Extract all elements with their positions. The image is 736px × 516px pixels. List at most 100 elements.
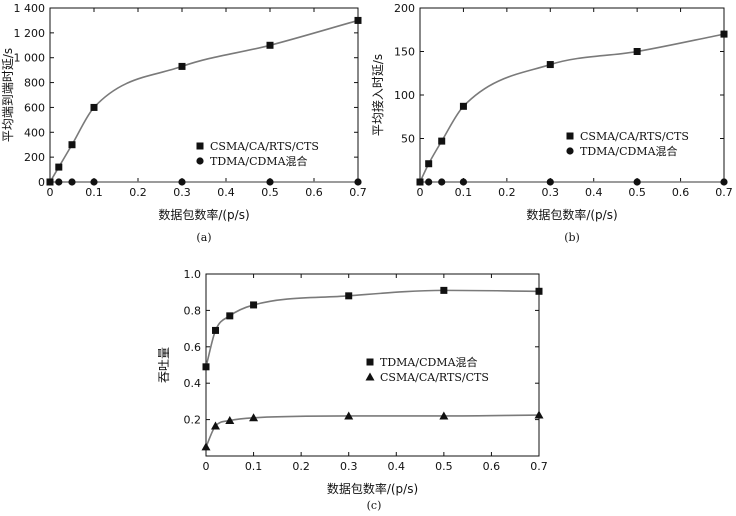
data-point (90, 103, 98, 111)
y-tick-label: 0.4 (184, 377, 202, 390)
y-axis-label: 平均端到端时延/s (1, 48, 15, 142)
data-point (266, 41, 274, 49)
x-tick-label: 0.6 (483, 460, 501, 473)
y-tick-label: 1.0 (184, 268, 202, 281)
legend-marker (366, 358, 374, 366)
data-point (202, 363, 210, 371)
y-tick-label: 600 (24, 101, 45, 114)
x-tick-label: 0.2 (292, 460, 310, 473)
data-point (266, 178, 274, 186)
y-tick-label: 1 400 (14, 2, 46, 15)
plot-frame (419, 7, 725, 183)
data-point (211, 421, 221, 430)
x-tick-label: 0.2 (498, 186, 516, 199)
data-point (90, 178, 98, 186)
data-point (225, 416, 235, 425)
legend-marker (196, 142, 204, 150)
x-tick-label: 0.7 (715, 186, 733, 199)
y-axis-label: 平均接入时延/s (370, 54, 385, 136)
data-point (535, 287, 543, 295)
y-tick-label: 1 200 (14, 27, 46, 40)
data-point (425, 178, 433, 186)
data-point (633, 48, 641, 55)
data-point (212, 326, 220, 334)
legend-label: TDMA/CDMA混合 (580, 144, 678, 158)
data-point (720, 178, 728, 186)
x-axis-label: 数据包数率/(p/s) (158, 207, 249, 222)
y-tick-label: 200 (24, 151, 45, 164)
y-tick-label: 200 (394, 2, 415, 15)
data-point (459, 178, 468, 186)
data-point (178, 178, 186, 186)
x-tick-label: 0.3 (173, 186, 191, 199)
y-tick-label: 0.2 (184, 414, 202, 427)
x-tick-label: 0.2 (129, 186, 147, 199)
x-tick-label: 0.4 (217, 186, 235, 199)
data-point (440, 286, 448, 294)
x-tick-label: 0.4 (388, 460, 406, 473)
legend-marker (566, 132, 574, 140)
panel-label: (c) (367, 499, 382, 512)
chart-panel-b: 0 0.1 0.2 0.3 0.4 0.5 0.6 0.7 50 100 150 200 数据包数率/(… (370, 2, 733, 244)
data-point (55, 163, 63, 171)
x-tick-label: 0.5 (628, 186, 646, 199)
y-tick-label: 0.6 (184, 341, 202, 354)
x-tick-label: 0.5 (261, 186, 279, 199)
legend-label: CSMA/CA/RTS/CTS (580, 130, 689, 143)
data-point (178, 62, 186, 70)
data-point (344, 411, 354, 420)
data-point (534, 410, 544, 419)
legend-label: CSMA/CA/RTS/CTS (380, 371, 489, 384)
data-point (201, 442, 211, 451)
y-axis-label: 吞吐量 (157, 347, 171, 383)
x-tick-label: 0.5 (435, 460, 453, 473)
data-point (546, 178, 554, 186)
data-point (416, 178, 424, 186)
y-tick-label: 800 (24, 77, 45, 90)
y-tick-label: 50 (401, 133, 415, 146)
x-tick-label: 0.7 (349, 186, 367, 199)
data-point (425, 160, 433, 168)
data-point (249, 413, 259, 422)
y-tick-label: 0.8 (184, 304, 202, 317)
x-tick-label: 0.6 (305, 186, 323, 199)
data-point (438, 178, 446, 186)
y-tick-label: 1 000 (14, 52, 46, 65)
x-tick-label: 0.7 (530, 460, 548, 473)
data-point (68, 178, 76, 186)
panel-label: (a) (196, 231, 211, 244)
y-tick-label: 0 (38, 176, 45, 189)
data-point (546, 61, 554, 69)
legend-label: CSMA/CA/RTS/CTS (210, 140, 319, 153)
x-tick-label: 0.1 (85, 186, 103, 199)
chart-panel-a: 0 0.1 0.2 0.3 0.4 0.5 0.6 0.7 0 200 400 600 800 1 000… (1, 2, 367, 244)
x-tick-label: 0.3 (542, 186, 560, 199)
y-tick-label: 100 (394, 89, 415, 102)
data-point (55, 178, 63, 186)
legend-marker (365, 372, 375, 381)
x-tick-label: 0.4 (585, 186, 603, 199)
y-tick-label: 150 (394, 46, 415, 59)
x-axis-label: 数据包数率/(p/s) (526, 207, 617, 222)
x-tick-label: 0 (417, 186, 424, 199)
legend-label: TDMA/CDMA混合 (380, 355, 478, 369)
series-line-0 (49, 19, 359, 183)
legend-label: TDMA/CDMA混合 (210, 154, 308, 168)
x-tick-label: 0.6 (672, 186, 690, 199)
x-tick-label: 0.1 (455, 186, 473, 199)
data-point (459, 102, 467, 110)
chart-panel-c: 0 0.1 0.2 0.3 0.4 0.5 0.6 0.7 0.2 0.4 0.6 0.8 1.0 数据包… (157, 268, 548, 512)
data-point (439, 411, 449, 420)
data-point (720, 30, 728, 38)
data-point (633, 178, 641, 186)
x-tick-label: 0 (203, 460, 210, 473)
data-point (345, 292, 353, 300)
data-point (438, 137, 446, 145)
legend-marker (196, 157, 204, 165)
x-tick-label: 0.1 (245, 460, 263, 473)
legend-marker (566, 147, 574, 155)
data-point (226, 312, 234, 320)
x-axis-label: 数据包数率/(p/s) (327, 481, 418, 496)
